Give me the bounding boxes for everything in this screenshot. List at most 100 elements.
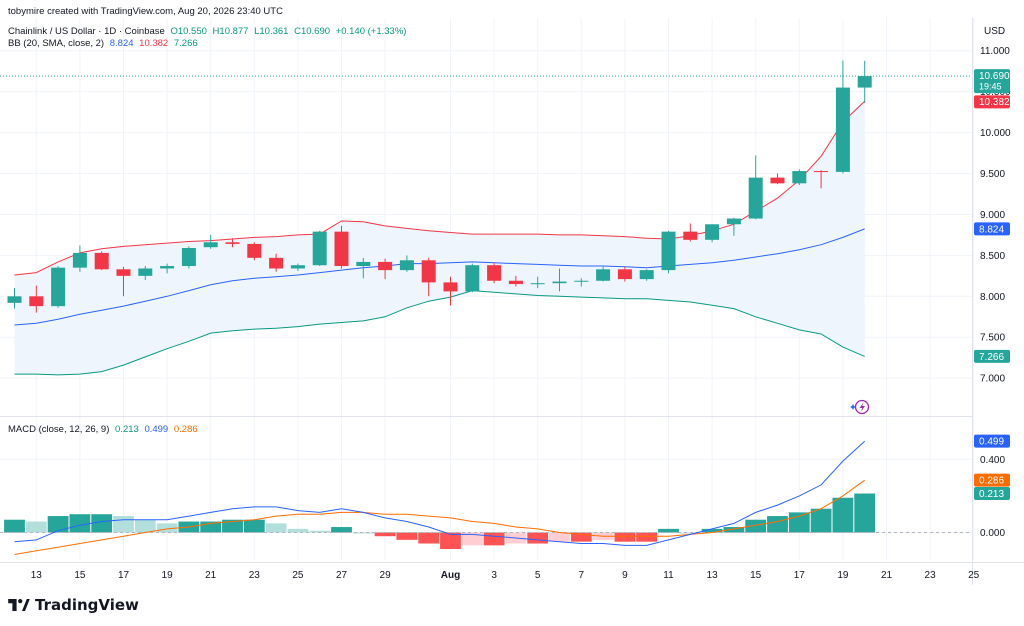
candle (312, 230, 327, 267)
candle (443, 276, 458, 306)
macd-badge-label: 0.499 (979, 437, 1004, 448)
tradingview-logo-icon (8, 599, 30, 611)
candle (269, 253, 284, 272)
histogram-bar (614, 532, 636, 542)
candle-body (465, 265, 480, 292)
time-tick-label: 3 (491, 570, 497, 581)
candle (247, 242, 262, 261)
macd-label[interactable]: MACD (close, 12, 26, 9) (8, 424, 110, 435)
histogram-bar (156, 523, 178, 533)
bb-fill (14, 101, 865, 375)
bb-lower-line (14, 290, 865, 376)
price-tick-label: 7.500 (980, 333, 1005, 344)
histogram-bar (461, 532, 483, 546)
histogram-bar (418, 532, 440, 544)
candle-body (530, 283, 545, 285)
signal-badge-label: 0.286 (979, 476, 1004, 487)
candle (508, 275, 523, 287)
candle-body (683, 231, 698, 240)
bb-basis-badge (974, 222, 1010, 236)
candle (29, 285, 44, 313)
candle (225, 238, 240, 248)
price-tick-label: 9.500 (980, 169, 1005, 180)
open-value: O10.550 (170, 26, 207, 37)
time-tick-label: 29 (380, 570, 392, 581)
candle (574, 278, 589, 287)
lightning-icon[interactable] (850, 399, 870, 415)
currency-label[interactable]: USD (984, 26, 1006, 37)
last-price-label: 10.690 (979, 71, 1010, 82)
bb-label[interactable]: BB (20, SMA, close, 2) (8, 38, 105, 49)
macd-badge (974, 434, 1010, 448)
tradingview-logo-text: TradingView (35, 596, 139, 614)
candle (290, 263, 305, 271)
histogram-bar (287, 528, 309, 533)
candle (726, 217, 741, 236)
symbol-title[interactable]: Chainlink / US Dollar · 1D · Coinbase (8, 26, 165, 37)
time-tick-label: 7 (579, 570, 585, 581)
candle-body (51, 267, 66, 307)
histogram-bar (222, 519, 243, 533)
histogram-bar (767, 516, 788, 533)
candle (835, 60, 850, 174)
histogram-badge (974, 487, 1010, 501)
time-tick-label: 13 (707, 570, 719, 581)
candle (421, 257, 436, 297)
histogram-bar (788, 512, 810, 533)
candle-body (290, 265, 305, 269)
time-tick-label: 25 (968, 570, 980, 581)
histogram-bar (832, 497, 854, 533)
bb-basis-line (14, 228, 865, 326)
histogram-bar (745, 519, 767, 533)
candle-body (94, 252, 109, 270)
histogram-bar (549, 532, 570, 542)
tradingview-logo[interactable]: TradingView (8, 596, 139, 614)
chart-credit: tobymire created with TradingView.com, A… (8, 6, 283, 17)
time-tick-label: 17 (118, 570, 130, 581)
histogram-bar (396, 532, 418, 540)
time-tick-label: 23 (249, 570, 261, 581)
histogram-bar (352, 532, 374, 534)
histogram-bar (69, 514, 91, 533)
candle (7, 288, 22, 309)
change-value: +0.140 (+1.33%) (335, 26, 407, 37)
histogram-bar (527, 532, 549, 544)
candle-body (574, 280, 589, 282)
time-tick-label: Aug (441, 570, 460, 581)
candle-body (552, 281, 567, 284)
macd-hist-value: 0.213 (115, 424, 139, 435)
candle (814, 170, 829, 189)
candle-body (181, 248, 196, 267)
histogram-bar (636, 532, 658, 542)
histogram-bar (243, 519, 265, 533)
candle (465, 263, 480, 293)
candle-body (225, 242, 240, 244)
high-value: H10.877 (212, 26, 249, 37)
time-tick-label: 17 (794, 570, 806, 581)
price-tick-label: 9.000 (980, 210, 1005, 221)
histogram-bar (483, 532, 505, 546)
candle-body (378, 261, 393, 271)
last-price-badge (974, 69, 1010, 94)
histogram-bar (854, 493, 876, 533)
candle (181, 246, 196, 269)
candle (487, 262, 502, 284)
histogram-bar (265, 523, 287, 533)
histogram-bar (810, 508, 832, 533)
candle (552, 268, 567, 292)
price-tick-label: 7.000 (980, 374, 1005, 385)
candle-body (72, 252, 87, 268)
macd-tick-label: 0.400 (980, 455, 1005, 466)
candle-body (487, 265, 502, 281)
bb-basis-value: 8.824 (109, 38, 134, 49)
candle-body (29, 296, 44, 307)
time-tick-label: 9 (622, 570, 628, 581)
candle-body (269, 257, 284, 269)
candle (203, 234, 218, 249)
candle-body (726, 218, 741, 225)
signal-badge (974, 473, 1010, 487)
time-tick-label: 13 (31, 570, 43, 581)
candle (334, 225, 349, 269)
candle-body (508, 280, 523, 285)
bb-upper-value: 10.382 (139, 38, 169, 49)
